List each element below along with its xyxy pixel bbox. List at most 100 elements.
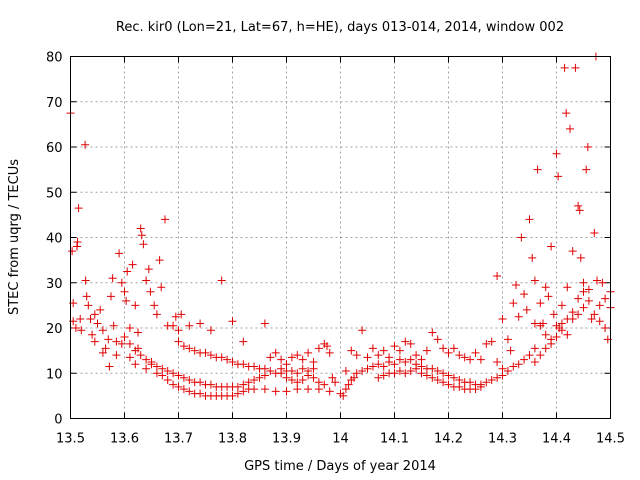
data-point bbox=[298, 364, 307, 373]
data-point bbox=[101, 344, 110, 353]
data-point bbox=[530, 276, 539, 285]
data-point bbox=[250, 385, 259, 394]
data-point bbox=[120, 333, 129, 342]
data-point bbox=[525, 351, 534, 360]
data-point bbox=[444, 371, 453, 380]
chart-title: Rec. kir0 (Lon=21, Lat=67, h=HE), days 0… bbox=[116, 20, 564, 35]
data-point bbox=[439, 369, 448, 378]
data-point bbox=[206, 351, 215, 360]
data-point bbox=[325, 348, 334, 357]
x-tick-label: 13.5 bbox=[56, 432, 85, 447]
data-point bbox=[282, 373, 291, 382]
data-point bbox=[493, 373, 502, 382]
y-tick-label: 70 bbox=[46, 96, 63, 111]
x-axis-label: GPS time / Days of year 2014 bbox=[244, 459, 436, 474]
data-point bbox=[439, 378, 448, 387]
data-point bbox=[206, 380, 215, 389]
data-point bbox=[574, 294, 583, 303]
data-point bbox=[530, 357, 539, 366]
data-point bbox=[514, 312, 523, 321]
data-point bbox=[568, 247, 577, 256]
data-point bbox=[174, 337, 183, 346]
data-point bbox=[185, 321, 194, 330]
data-point bbox=[503, 366, 512, 375]
data-point bbox=[190, 346, 199, 355]
data-point bbox=[260, 364, 269, 373]
data-point bbox=[228, 357, 237, 366]
data-point bbox=[117, 339, 126, 348]
data-point bbox=[541, 344, 550, 353]
x-tick-labels: 13.5 13.6 13.7 13.8 13.9 14 14.1 14.2 14.3 14.4 14… bbox=[56, 432, 625, 447]
data-point bbox=[174, 382, 183, 391]
data-point bbox=[374, 373, 383, 382]
data-point bbox=[506, 346, 515, 355]
y-tick-label: 60 bbox=[46, 141, 63, 156]
data-point bbox=[528, 253, 537, 262]
data-point bbox=[352, 369, 361, 378]
data-point bbox=[76, 314, 85, 323]
data-point bbox=[385, 357, 394, 366]
data-point bbox=[583, 143, 592, 151]
data-point bbox=[552, 149, 561, 158]
data-point bbox=[177, 310, 186, 319]
data-point bbox=[563, 314, 572, 323]
data-point bbox=[152, 310, 161, 319]
data-point bbox=[142, 355, 151, 364]
data-point bbox=[86, 314, 95, 323]
data-point bbox=[557, 326, 566, 335]
data-point bbox=[590, 310, 599, 319]
data-point bbox=[185, 376, 194, 385]
data-point bbox=[395, 355, 404, 364]
x-tick-label: 14 bbox=[332, 432, 349, 447]
data-point bbox=[84, 301, 93, 310]
data-point bbox=[406, 355, 415, 364]
data-point bbox=[239, 360, 248, 369]
data-point bbox=[314, 385, 323, 394]
data-point bbox=[196, 389, 205, 398]
data-point bbox=[314, 378, 323, 387]
data-point bbox=[574, 201, 583, 210]
data-point bbox=[161, 215, 169, 224]
data-point bbox=[593, 276, 601, 285]
data-point bbox=[471, 348, 480, 357]
data-point bbox=[155, 256, 164, 265]
data-point bbox=[598, 278, 607, 287]
data-point bbox=[179, 373, 188, 382]
data-point bbox=[152, 369, 161, 378]
x-tick-label: 14.1 bbox=[380, 432, 409, 447]
x-tick-label: 14.5 bbox=[596, 432, 625, 447]
data-point bbox=[417, 362, 426, 371]
data-point bbox=[428, 364, 437, 373]
data-point bbox=[552, 333, 561, 342]
data-point bbox=[112, 337, 121, 346]
data-point bbox=[169, 321, 178, 330]
data-point bbox=[174, 326, 183, 335]
data-point bbox=[179, 342, 188, 351]
data-point bbox=[575, 206, 584, 215]
data-point bbox=[163, 366, 172, 375]
data-point bbox=[136, 351, 145, 360]
data-point bbox=[158, 371, 167, 380]
data-point bbox=[587, 314, 596, 323]
data-point bbox=[277, 364, 286, 373]
data-point bbox=[117, 278, 126, 287]
data-point bbox=[493, 271, 502, 280]
data-point bbox=[144, 265, 153, 274]
data-point bbox=[498, 364, 507, 373]
data-point bbox=[122, 296, 131, 305]
data-point bbox=[217, 276, 226, 285]
data-point bbox=[590, 228, 599, 237]
data-point bbox=[293, 369, 302, 378]
data-point bbox=[363, 353, 372, 362]
data-point bbox=[449, 373, 458, 382]
data-point bbox=[206, 326, 215, 335]
data-point bbox=[223, 355, 232, 364]
data-point bbox=[282, 387, 291, 396]
data-point bbox=[428, 328, 437, 337]
data-point bbox=[169, 369, 178, 378]
data-point bbox=[552, 321, 561, 330]
data-point bbox=[77, 326, 86, 335]
data-point bbox=[255, 373, 264, 382]
data-point bbox=[576, 253, 585, 262]
